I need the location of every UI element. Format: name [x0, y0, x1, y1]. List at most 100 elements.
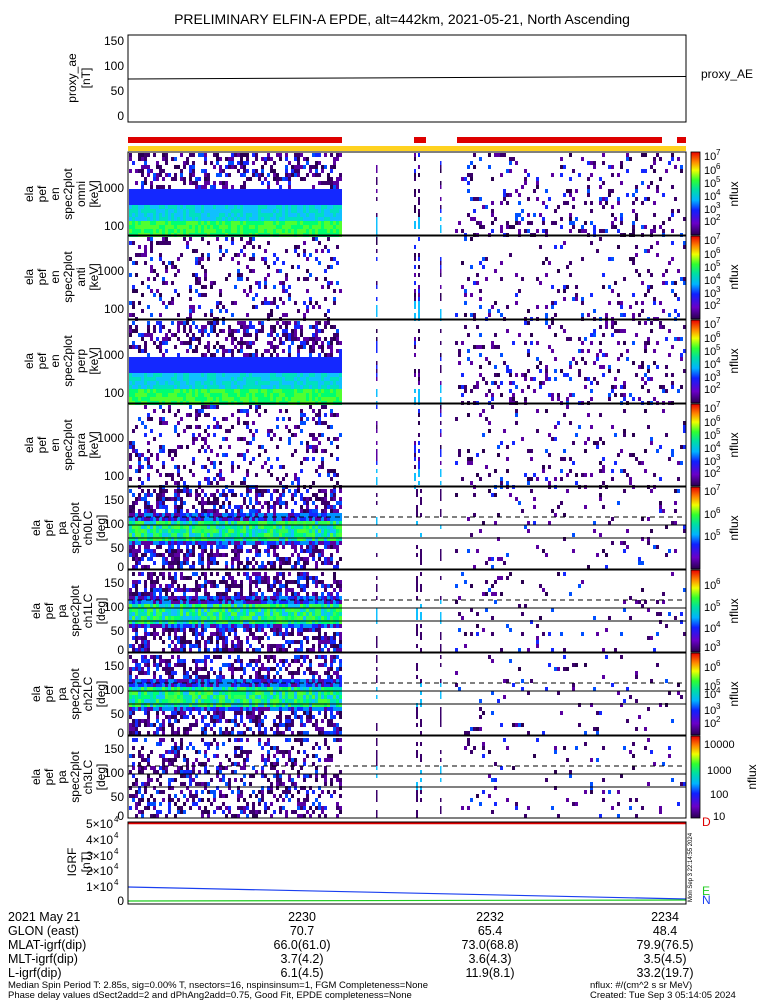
spectrogram-cell [195, 277, 198, 281]
pa-panel-ch0: 150 100 50 0 ela pef pa spec2plot ch0LC … [29, 483, 741, 574]
spectrogram-cell [204, 177, 207, 181]
spectrogram-cell [288, 181, 291, 185]
colorbar-tick: 10 [704, 623, 716, 635]
spectrogram-cell [246, 469, 249, 473]
spectrogram-cell [376, 453, 378, 457]
spectrogram-cell [237, 537, 240, 541]
spectrogram-cell [333, 257, 336, 261]
colorbar-tick: 10 [704, 235, 716, 247]
spectrogram-cell [231, 329, 234, 333]
spectrogram-cell [509, 389, 512, 393]
spectrogram-cell [324, 373, 327, 377]
spectrogram-cell [234, 345, 237, 349]
spectrogram-cell [222, 397, 225, 401]
spectrogram-cell [129, 525, 132, 529]
spectrogram-cell [159, 229, 162, 233]
ephem-label: MLAT-igrf(dip) [8, 938, 86, 952]
spectrogram-cell [270, 385, 273, 389]
spectrogram-cell [132, 533, 135, 537]
spectrogram-cell [285, 189, 288, 193]
spectrogram-cell [264, 193, 267, 197]
spectrogram-cell [189, 305, 192, 309]
spectrogram-cell [243, 165, 246, 169]
spectrogram-cell [141, 373, 144, 377]
colorbar-tick: 10 [704, 216, 716, 228]
spectrogram-cell [150, 373, 153, 377]
spectrogram-cell [485, 205, 488, 209]
spectrogram-cell [548, 393, 551, 397]
spectrogram-cell [339, 213, 342, 217]
spectrogram-cell [376, 349, 378, 353]
spectrogram-cell [488, 165, 491, 169]
spectrogram-cell [288, 437, 291, 441]
spectrogram-cell [222, 373, 225, 377]
spectrogram-cell [249, 561, 252, 565]
spectrogram-cell [620, 161, 623, 165]
spectrogram-cell [246, 225, 249, 229]
spectrogram-cell [231, 377, 234, 381]
spectrogram-cell [680, 353, 683, 357]
spectrogram-cell [231, 165, 234, 169]
spectrogram-cell [216, 225, 219, 229]
spectrogram-cell [219, 381, 222, 385]
spectrogram-cell [336, 261, 339, 265]
spectrogram-cell [264, 529, 267, 533]
spectrogram-cell [162, 529, 165, 533]
spectrogram-cell [249, 193, 252, 197]
spectrogram-cell [300, 409, 303, 413]
spectrogram-cell [243, 161, 246, 165]
spectrogram-cell [159, 241, 162, 245]
spectrogram-cell [509, 193, 512, 197]
spectrogram-cell [288, 185, 291, 189]
spectrogram-cell [147, 277, 150, 281]
spectrogram-cell [195, 177, 198, 181]
spectrogram-cell [500, 481, 503, 485]
spectrogram-cell [222, 505, 225, 509]
spectrogram-cell [635, 269, 638, 273]
spectrogram-cell [273, 173, 276, 177]
spectrogram-cell [312, 213, 315, 217]
spectrogram-cell [198, 481, 201, 485]
spectrogram-cell [494, 345, 497, 349]
spectrogram-cell [159, 529, 162, 533]
spectrogram-cell [270, 189, 273, 193]
spectrogram-cell [144, 517, 147, 521]
spectrogram-cell [276, 553, 279, 557]
spectrogram-cell [162, 389, 165, 393]
spectrogram-cell [213, 325, 216, 329]
spectrogram-cell [132, 201, 135, 205]
spectrogram-cell [303, 301, 306, 305]
spectrogram-cell [183, 525, 186, 529]
spectrogram-cell [249, 533, 252, 537]
spectrogram-cell [138, 213, 141, 217]
spectrogram-cell [632, 209, 635, 213]
spectrogram-cell [189, 369, 192, 373]
spectrogram-cell [291, 453, 294, 457]
spectrogram-cell [297, 205, 300, 209]
spectrogram-cell [455, 417, 458, 421]
spectrogram-cell [252, 269, 255, 273]
spectrogram-cell [327, 285, 330, 289]
spectrogram-cell [276, 445, 279, 449]
spectrogram-cell [258, 357, 261, 361]
spectrogram-cell [614, 321, 617, 325]
spectrogram-cell [243, 537, 246, 541]
spectrogram-cell [440, 341, 442, 345]
spectrogram-cell [180, 517, 183, 521]
spectrogram-cell [225, 385, 228, 389]
spectrogram-cell [240, 369, 243, 373]
spectrogram-cell [330, 189, 333, 193]
spectrogram-cell [291, 397, 294, 401]
spectrogram-cell [414, 313, 416, 317]
spectrogram-cell [141, 337, 144, 341]
spectrogram-cell [153, 553, 156, 557]
spectrogram-cell [192, 541, 195, 545]
spectrogram-cell [285, 177, 288, 181]
spectrogram-cell [171, 529, 174, 533]
spectrogram-cell [376, 449, 378, 453]
spectrogram-cell [129, 509, 132, 513]
spectrogram-cell [497, 153, 500, 157]
spectrogram-cell [183, 321, 186, 325]
spectrogram-cell [285, 369, 288, 373]
